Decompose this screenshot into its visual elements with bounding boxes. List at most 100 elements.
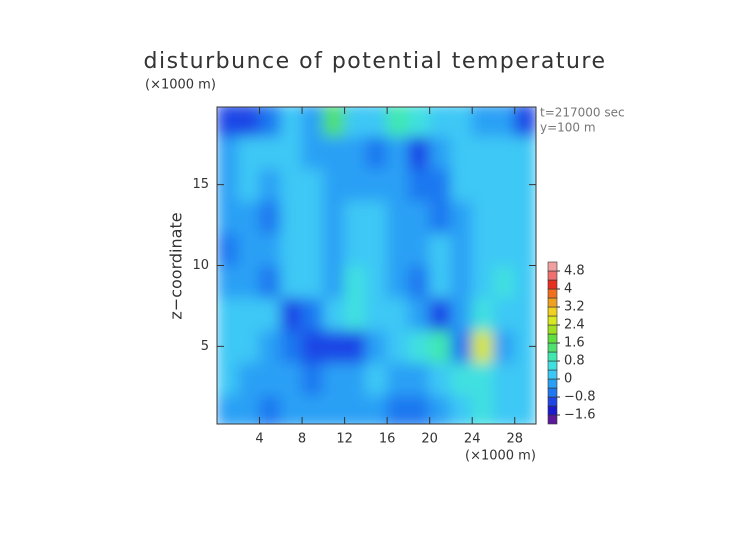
field-cell (301, 135, 324, 169)
field-cell (280, 297, 303, 331)
colorbar-box (547, 261, 558, 272)
field-cell (471, 329, 494, 364)
field-cell (450, 167, 473, 202)
colorbar-tick-label: 4 (564, 282, 572, 297)
field-cell (259, 297, 282, 331)
field-cell (386, 265, 409, 299)
field-cell (322, 107, 346, 137)
field-cell (450, 362, 473, 396)
field-cell (344, 107, 367, 137)
field-cell (386, 107, 409, 137)
field-cell (407, 329, 431, 364)
field-cell (471, 107, 494, 137)
field-cell (280, 265, 303, 299)
field-cell (280, 200, 303, 234)
colorbar-tick-label: 0.8 (564, 354, 585, 369)
colorbar-box (547, 396, 558, 407)
field-cell (492, 107, 516, 137)
field-cell (301, 394, 324, 424)
field-cell (492, 394, 516, 424)
field-cell (301, 232, 324, 266)
field-cell (450, 394, 473, 424)
field-cell (280, 107, 303, 137)
field-cell (259, 135, 282, 169)
field-cell (217, 362, 239, 396)
field-cell (344, 329, 367, 364)
field-cell (429, 329, 452, 364)
field-cell (280, 362, 303, 396)
field-cell (322, 200, 346, 234)
x-tick-label: 20 (421, 432, 438, 447)
field-cell (386, 232, 409, 266)
field-cell (471, 135, 494, 169)
field-cell (386, 200, 409, 234)
field-cell (237, 107, 261, 137)
x-tick-label: 4 (255, 432, 263, 447)
field-cell (365, 167, 388, 202)
field-cell (237, 135, 261, 169)
field-cell (217, 167, 239, 202)
field-cell (344, 167, 367, 202)
colorbar-tick-label: 3.2 (564, 300, 585, 315)
colorbar-box (547, 414, 558, 425)
field-cell (322, 232, 346, 266)
field-cell (492, 297, 516, 331)
colorbar-tick-label: −1.6 (564, 408, 596, 423)
field-cell (259, 200, 282, 234)
axes: 4 8 12 16 20 24 28 5 10 15 −1.6 −0.8 0 0.8 1.6 2.4 3.2 4 4… (192, 106, 596, 447)
field-cell (301, 265, 324, 299)
field-cell (450, 329, 473, 364)
field-cell (344, 297, 367, 331)
field-cell (259, 329, 282, 364)
field-cell (386, 297, 409, 331)
x-tick-label: 24 (464, 432, 481, 447)
y-tick-label: 15 (192, 177, 209, 192)
colorbar-box (547, 270, 558, 281)
field-cell (386, 135, 409, 169)
field-cell (217, 297, 239, 331)
colorbar-box (547, 333, 558, 344)
field-cell (450, 107, 473, 137)
field-cell (407, 394, 431, 424)
field-cell (471, 200, 494, 234)
colorbar-box (547, 405, 558, 416)
colorbar-box (547, 378, 558, 389)
x-tick-label: 12 (336, 432, 353, 447)
field-cell (259, 107, 282, 137)
field-cell (237, 329, 261, 364)
field-cell (344, 265, 367, 299)
field-cell (301, 329, 324, 364)
colorbar-box (547, 324, 558, 335)
field-cell (217, 329, 239, 364)
field-cell (259, 362, 282, 396)
colorbar-tick-label: 0 (564, 372, 572, 387)
field-cell (407, 107, 431, 137)
field-cell (280, 135, 303, 169)
colorbar-box (547, 315, 558, 326)
y-tick-label: 10 (192, 258, 209, 273)
colorbar-box (547, 351, 558, 362)
field-cell (450, 232, 473, 266)
field-cell (429, 394, 452, 424)
chart-title: disturbunce of potential temperature (144, 49, 607, 74)
field-cell (259, 265, 282, 299)
field-cell (492, 135, 516, 169)
field-cell (344, 232, 367, 266)
colorbar-box (547, 297, 558, 308)
field-cell (217, 394, 239, 424)
field-cell (429, 167, 452, 202)
field-cell (365, 135, 388, 169)
colorbar-box (547, 360, 558, 371)
field-cell (471, 232, 494, 266)
field-cell (237, 394, 261, 424)
field-cell (386, 362, 409, 396)
field-cell (322, 167, 346, 202)
field-cell (365, 200, 388, 234)
y-tick-label: 5 (201, 339, 209, 354)
field-cell (471, 394, 494, 424)
field-cell (280, 232, 303, 266)
field-cell (492, 362, 516, 396)
field-cell (344, 135, 367, 169)
field-cell (429, 135, 452, 169)
